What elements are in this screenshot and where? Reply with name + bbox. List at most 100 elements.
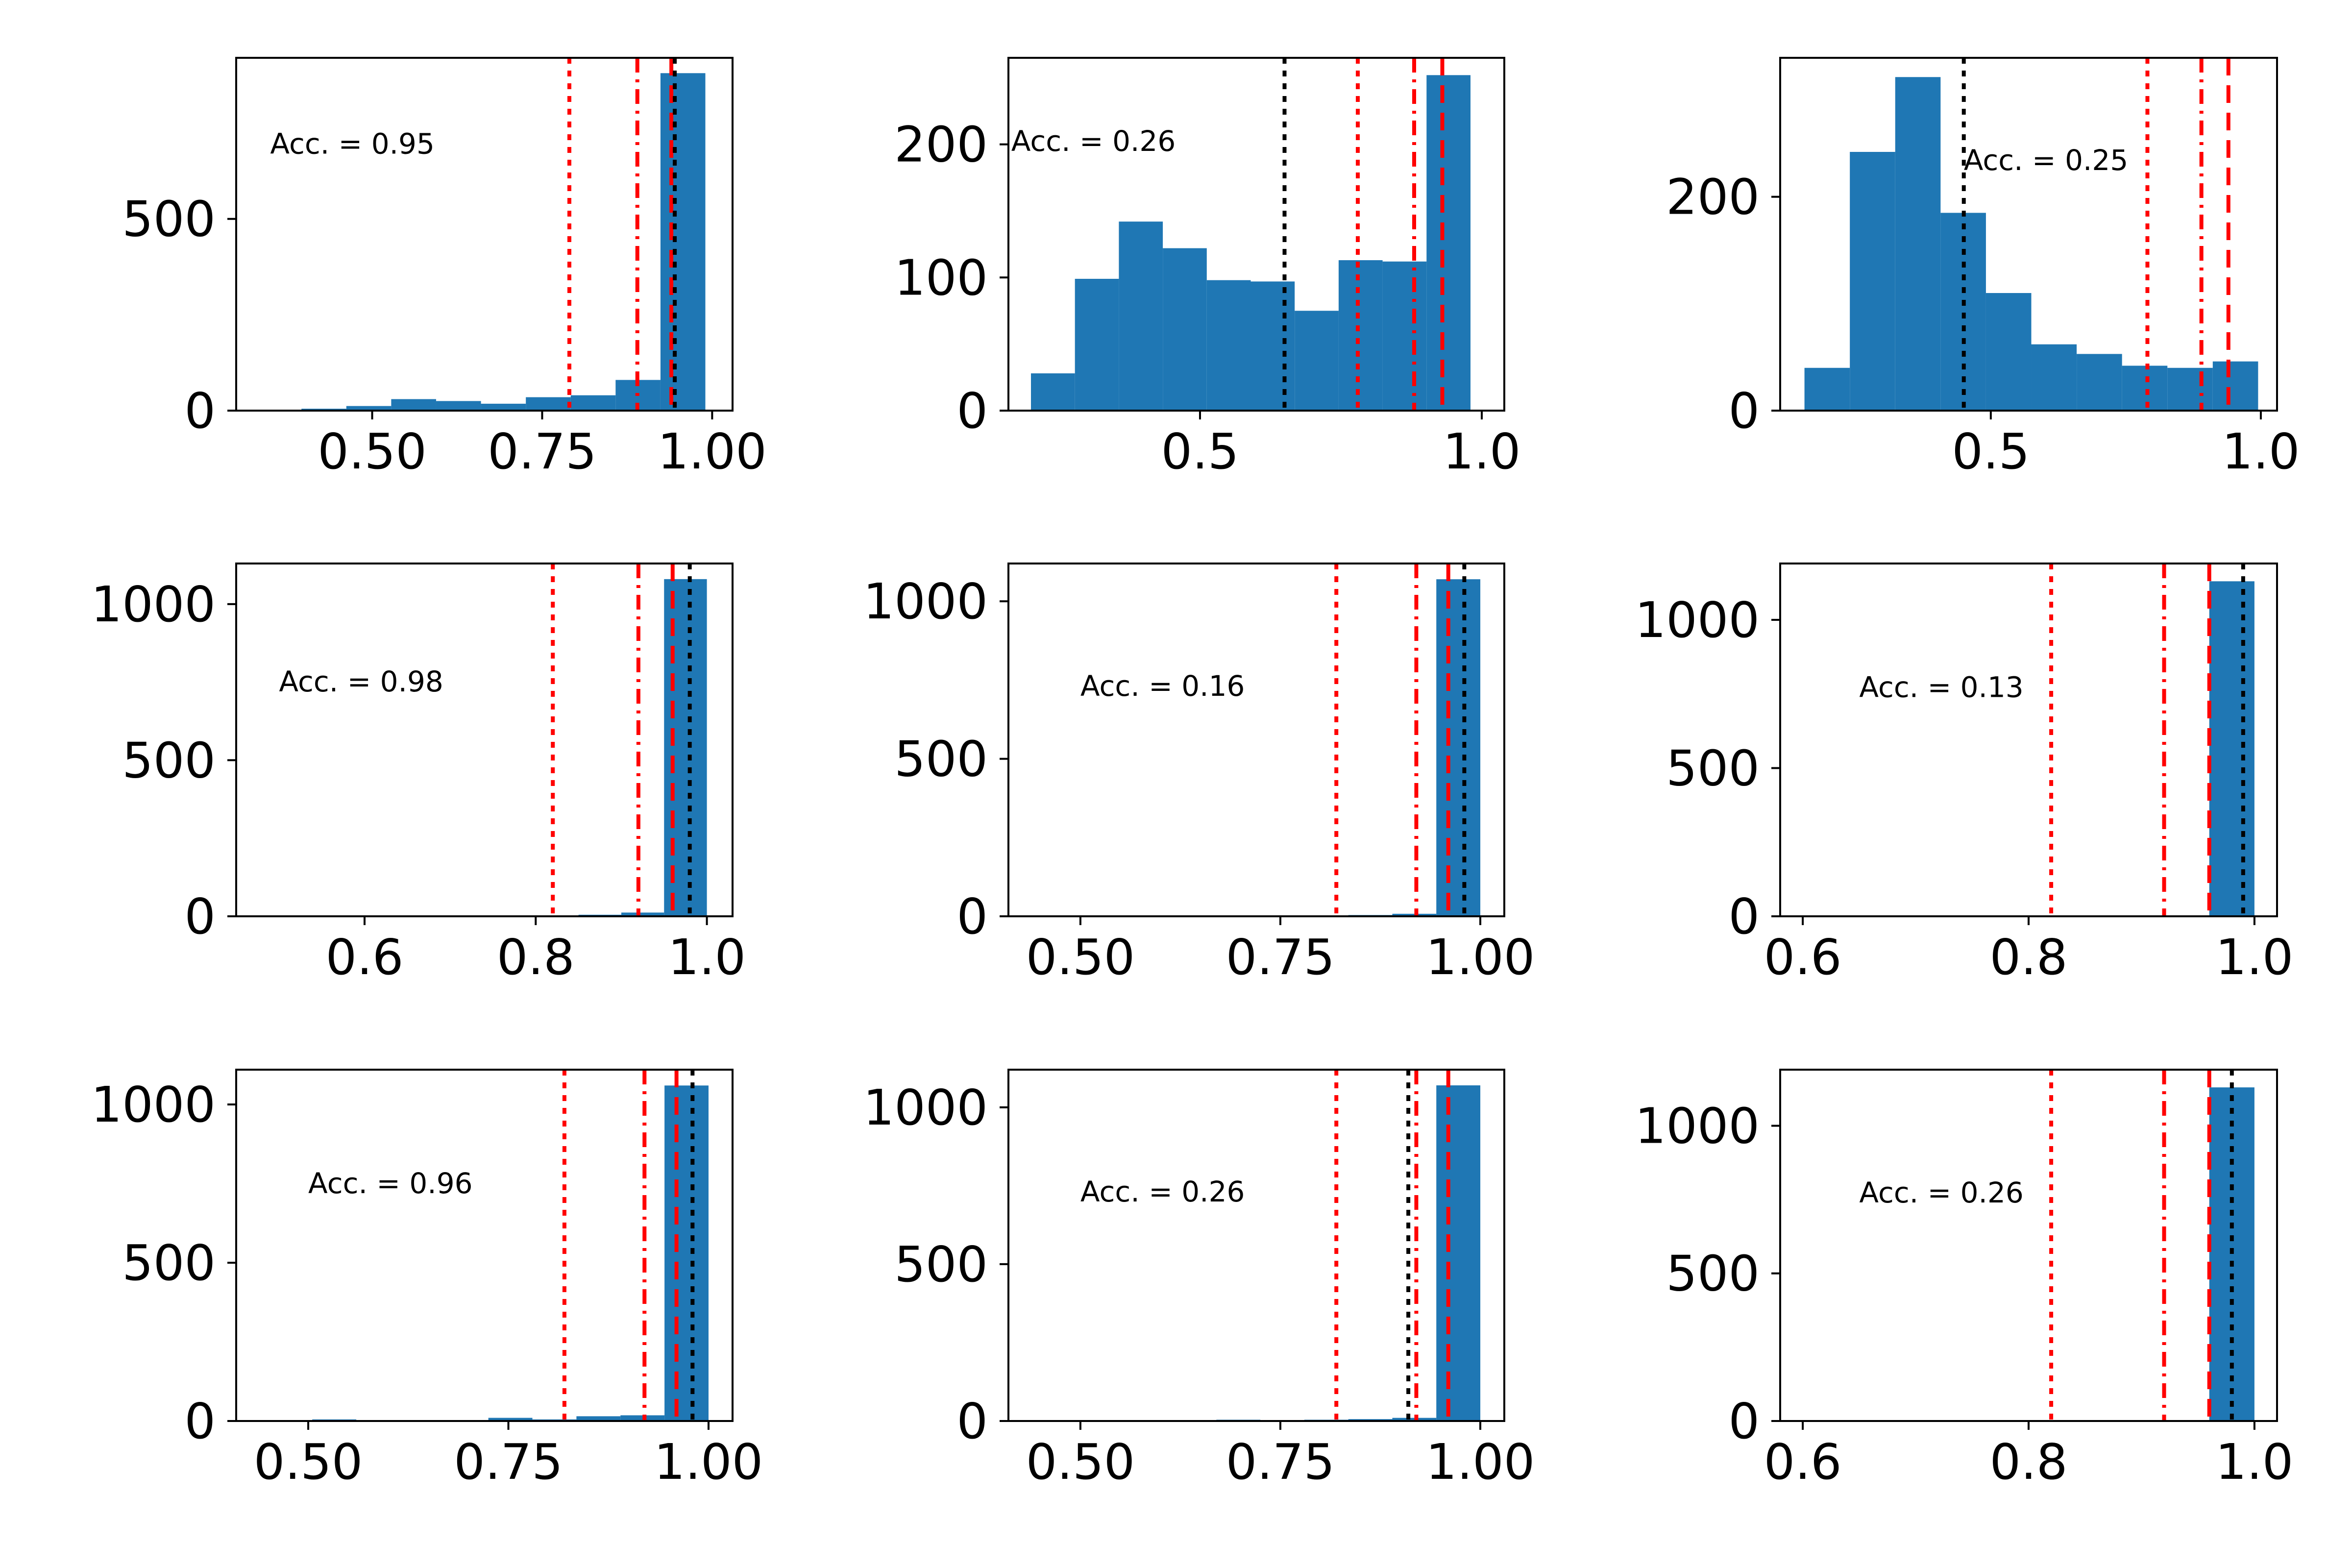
plot-area: [1031, 58, 1470, 411]
x-tick-label: 0.6: [325, 929, 403, 986]
accuracy-annotation: Acc. = 0.98: [279, 665, 443, 698]
y-tick-label: 0: [184, 888, 216, 945]
accuracy-annotation: Acc. = 0.13: [1859, 670, 2023, 704]
y-tick-label: 500: [1666, 739, 1760, 797]
axes-frame: [1779, 57, 2278, 412]
x-tick-label: 0.50: [1026, 929, 1135, 986]
histogram-bar: [346, 406, 392, 411]
histogram-bar: [1804, 368, 1850, 411]
accuracy-annotation: Acc. = 0.96: [308, 1167, 472, 1200]
histogram-panel-5: 0.50 0.75 1.00 0 500 1000 Acc. = 0.16: [863, 563, 1535, 986]
axes-frame: [1007, 563, 1505, 917]
histogram-bar: [1206, 280, 1251, 411]
x-tick-label: 1.0: [2215, 929, 2293, 986]
x-tick-label: 0.5: [1161, 423, 1239, 480]
histogram-bar: [391, 399, 436, 411]
x-tick-label: 0.5: [1952, 423, 2030, 480]
x-tick-label: 0.8: [1989, 929, 2067, 986]
axes-frame: [235, 57, 734, 412]
y-tick-label: 1000: [91, 1076, 216, 1133]
histogram-panel-8: 0.50 0.75 1.00 0 500 1000 Acc. = 0.26: [863, 1069, 1535, 1491]
histogram-bar: [1250, 281, 1295, 411]
plot-area: [2049, 564, 2254, 916]
y-tick-label: 0: [184, 1393, 216, 1450]
y-tick-label: 200: [1666, 169, 1760, 226]
y-tick-label: 0: [1728, 382, 1760, 440]
histogram-bar: [1119, 221, 1163, 411]
y-tick-label: 100: [894, 249, 988, 306]
histogram-bar: [1436, 579, 1481, 916]
accuracy-annotation: Acc. = 0.25: [1964, 144, 2128, 177]
x-tick-label: 0.50: [254, 1433, 363, 1491]
histogram-bar: [2077, 354, 2122, 411]
histogram-bar: [1392, 913, 1437, 916]
plot-area: [1084, 1070, 1481, 1421]
accuracy-annotation: Acc. = 0.16: [1080, 669, 1245, 703]
y-tick-label: 1000: [1635, 591, 1760, 649]
plot-area: [256, 58, 706, 411]
x-tick-label: 1.00: [654, 1433, 763, 1491]
histogram-bar: [1392, 1418, 1437, 1421]
accuracy-annotation: Acc. = 0.26: [1011, 124, 1176, 158]
histogram-panel-6: 0.6 0.8 1.0 0 500 1000 Acc. = 0.13: [1635, 563, 2293, 986]
histogram-panel-9: 0.6 0.8 1.0 0 500 1000 Acc. = 0.26: [1635, 1069, 2293, 1491]
y-tick-label: 0: [1728, 1393, 1760, 1450]
histogram-bar: [1031, 373, 1075, 411]
x-tick-label: 0.75: [1226, 1433, 1335, 1491]
histogram-bar: [620, 1415, 665, 1421]
y-tick-label: 500: [894, 731, 988, 788]
histogram-bar: [1426, 75, 1470, 411]
x-tick-label: 1.0: [1443, 423, 1520, 480]
axes-frame: [1007, 1069, 1505, 1422]
accuracy-annotation: Acc. = 0.95: [270, 127, 434, 161]
histogram-bar: [2122, 366, 2168, 411]
plot-area: [1084, 564, 1481, 916]
histogram-bar: [1436, 1085, 1481, 1421]
x-tick-label: 0.6: [1764, 929, 1842, 986]
histogram-bar: [2031, 344, 2077, 411]
accuracy-annotation: Acc. = 0.26: [1080, 1175, 1245, 1208]
x-tick-label: 1.0: [2222, 423, 2300, 480]
histogram-bar: [570, 395, 616, 411]
histogram-bar: [481, 403, 526, 411]
histogram-bar: [1895, 77, 1941, 411]
histogram-bar: [664, 579, 707, 916]
histogram-bar: [664, 1085, 709, 1421]
histogram-bar: [1163, 248, 1207, 411]
histogram-bar: [436, 401, 481, 411]
x-tick-label: 0.8: [1989, 1433, 2067, 1491]
histogram-panel-1: 0.50 0.75 1.00 0 500 Acc. = 0.95: [122, 57, 767, 480]
histogram-bar: [1075, 279, 1119, 411]
histogram-bar: [576, 1416, 621, 1421]
y-tick-label: 1000: [1635, 1097, 1760, 1154]
x-tick-label: 0.50: [1026, 1433, 1135, 1491]
histogram-bar: [488, 1418, 533, 1421]
axes-frame: [1007, 57, 1505, 412]
x-tick-label: 1.00: [658, 423, 767, 480]
accuracy-annotation: Acc. = 0.26: [1859, 1176, 2023, 1209]
y-tick-label: 0: [956, 888, 988, 945]
histogram-bar: [1850, 152, 1895, 411]
histogram-bar: [1295, 311, 1339, 411]
histogram-bar: [1382, 261, 1427, 411]
y-tick-label: 0: [1728, 888, 1760, 945]
histogram-bar: [2212, 361, 2258, 411]
y-tick-label: 500: [122, 732, 216, 789]
x-tick-label: 1.00: [1426, 1433, 1535, 1491]
y-tick-label: 1000: [863, 1079, 988, 1136]
y-tick-label: 500: [122, 1234, 216, 1292]
histogram-panel-4: 0.6 0.8 1.0 0 500 1000 Acc. = 0.98: [91, 563, 746, 986]
histogram-bar: [621, 912, 664, 916]
y-tick-label: 500: [1666, 1245, 1760, 1302]
y-tick-label: 500: [122, 191, 216, 248]
plot-area: [2049, 1070, 2254, 1421]
histogram-bar: [526, 397, 571, 411]
y-tick-label: 0: [956, 1393, 988, 1450]
y-tick-label: 0: [184, 382, 216, 440]
x-tick-label: 0.75: [488, 423, 597, 480]
x-tick-label: 0.6: [1764, 1433, 1842, 1491]
x-tick-label: 1.00: [1426, 929, 1535, 986]
